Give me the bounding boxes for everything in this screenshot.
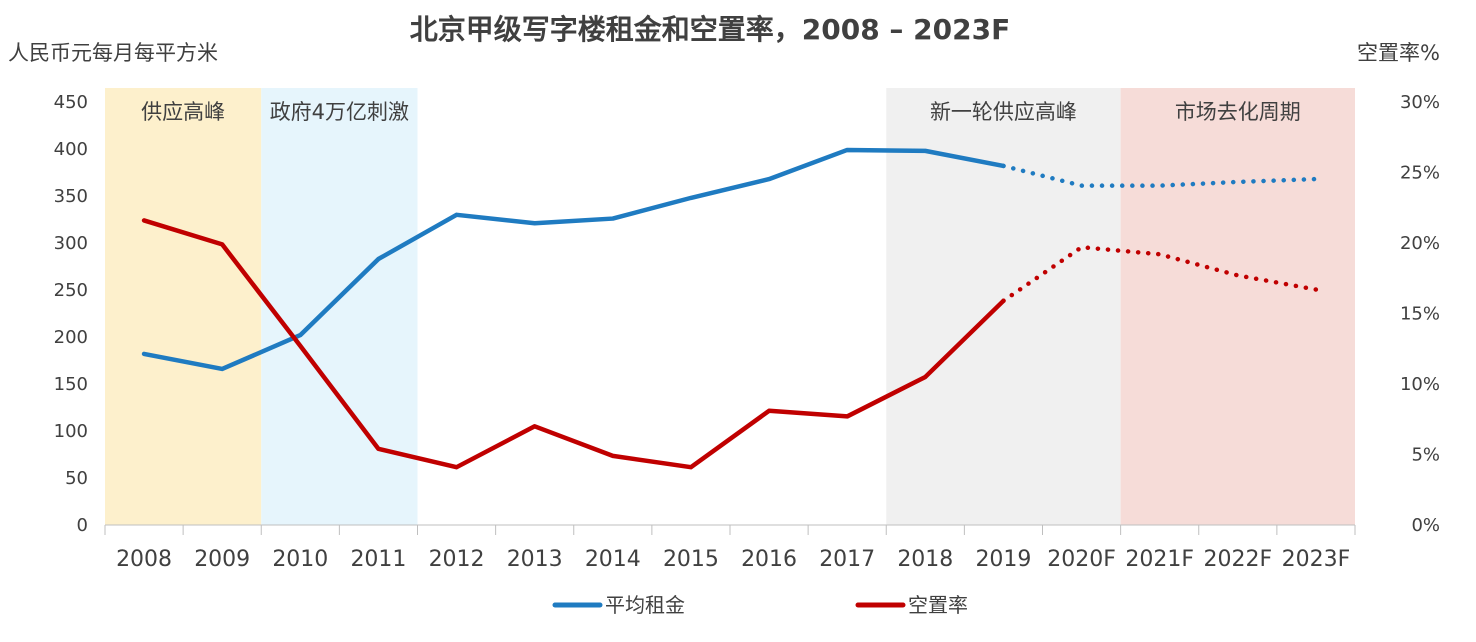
y-right-tick-label: 0% [1411, 515, 1440, 536]
y-right-tick-label: 5% [1411, 445, 1440, 466]
x-tick-label: 2021F [1125, 547, 1194, 572]
y-right-tick-label: 30% [1400, 92, 1440, 113]
band-label-2: 新一轮供应高峰 [930, 100, 1077, 124]
x-tick-label: 2010 [272, 547, 328, 572]
y-left-tick-label: 0 [77, 515, 88, 536]
band-label-1: 政府4万亿刺激 [270, 100, 409, 124]
x-tick-label: 2022F [1203, 547, 1272, 572]
y-left-tick-label: 300 [54, 233, 88, 254]
series-forecast-line-0 [1001, 163, 1319, 188]
x-tick-label: 2015 [663, 547, 719, 572]
x-tick-label: 2013 [507, 547, 563, 572]
band-3 [1120, 88, 1355, 525]
x-tick-label: 2008 [116, 547, 172, 572]
y-left-tick-label: 450 [54, 92, 88, 113]
series-forecast-line-1 [1001, 244, 1319, 304]
legend: 平均租金 空置率 [552, 593, 968, 617]
x-tick-label: 2009 [194, 547, 250, 572]
band-2 [886, 88, 1121, 525]
x-tick-label: 2018 [897, 547, 953, 572]
y-right-tick-label: 10% [1400, 374, 1440, 395]
y-left-tick-label: 250 [54, 280, 88, 301]
x-tick-label: 2012 [429, 547, 485, 572]
y-axis-right-label: 空置率% [1357, 41, 1440, 65]
series-line-1 [141, 218, 1006, 470]
y-left-tick-label: 400 [54, 139, 88, 160]
legend-label-1: 空置率 [908, 593, 968, 617]
series-lines [141, 147, 1319, 470]
y-left-tick-label: 100 [54, 421, 88, 442]
x-tick-label: 2019 [975, 547, 1031, 572]
axes: 2008 2009 2010 2011 2012 2013 2014 2015 2016 2017… [54, 92, 1440, 572]
chart-title: 北京甲级写字楼租金和空置率，2008 – 2023F [410, 13, 1010, 46]
x-tick-label: 2023F [1282, 547, 1351, 572]
x-tick-label: 2014 [585, 547, 641, 572]
y-right-tick-label: 25% [1400, 163, 1440, 184]
y-axis-left-label: 人民币元每月每平方米 [8, 41, 218, 65]
y-left-tick-label: 150 [54, 374, 88, 395]
band-label-0: 供应高峰 [141, 100, 225, 124]
x-tick-label: 2020F [1047, 547, 1116, 572]
y-left-tick-label: 350 [54, 186, 88, 207]
band-1 [261, 88, 418, 525]
band-label-3: 市场去化周期 [1175, 100, 1301, 124]
band-0 [105, 88, 262, 525]
legend-label-0: 平均租金 [605, 593, 685, 617]
y-right-tick-label: 20% [1400, 233, 1440, 254]
y-right-tick-label: 15% [1400, 304, 1440, 325]
y-left-tick-label: 50 [65, 468, 88, 489]
x-tick-label: 2017 [819, 547, 875, 572]
x-tick-label: 2011 [350, 547, 406, 572]
x-tick-label: 2016 [741, 547, 797, 572]
highlight-bands: 供应高峰 政府4万亿刺激 新一轮供应高峰 市场去化周期 [105, 88, 1355, 525]
y-left-tick-label: 200 [54, 327, 88, 348]
series-line-0 [141, 147, 1006, 372]
